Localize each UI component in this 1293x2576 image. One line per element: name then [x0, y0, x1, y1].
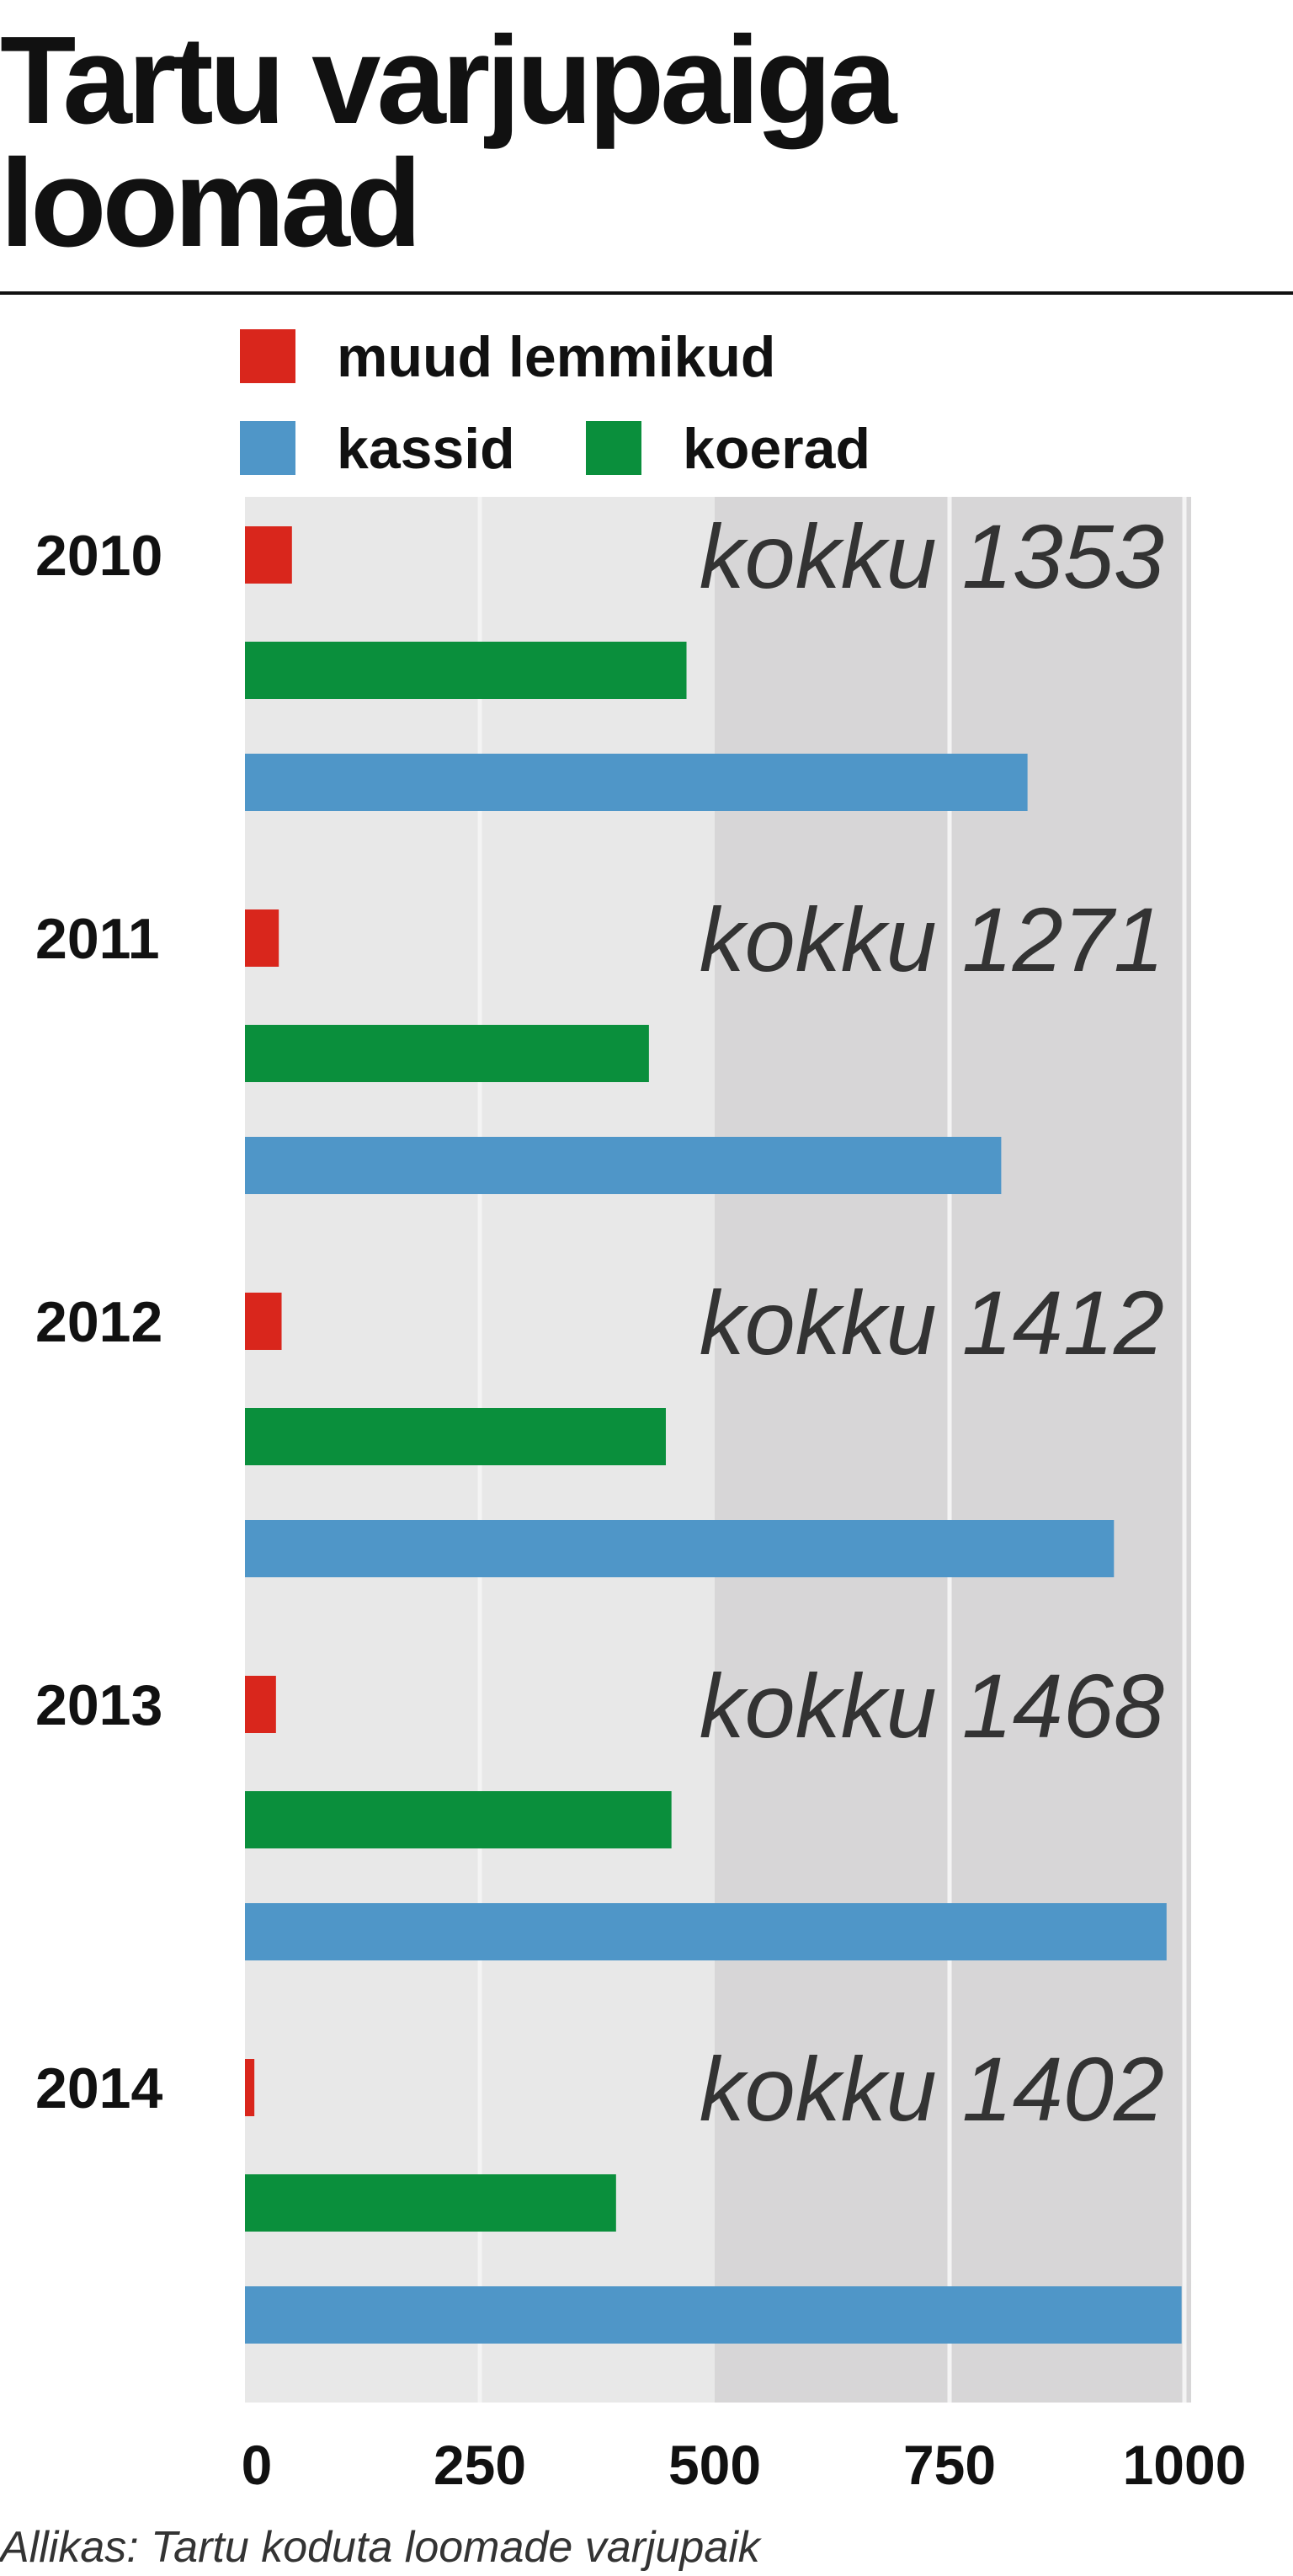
x-tick-label: 500 — [668, 2434, 761, 2496]
total-value: 1353 — [962, 505, 1164, 607]
source: Allikas: Tartu koduta loomade varjupaik — [0, 2523, 763, 2572]
bar — [245, 1408, 666, 1465]
bar — [245, 1676, 276, 1733]
total-prefix: kokku — [700, 2038, 937, 2140]
bar — [245, 1137, 1002, 1194]
bar — [245, 526, 292, 584]
chart-title: Tartu varjupaiga loomad — [0, 11, 898, 273]
legend-label: koerad — [683, 417, 870, 481]
total-value: 1468 — [962, 1655, 1164, 1757]
bar — [245, 642, 687, 699]
x-tick-label: 250 — [434, 2434, 526, 2496]
bar — [245, 909, 279, 967]
total-prefix: kokku — [700, 1272, 937, 1373]
y-tick-label: 2013 — [35, 1673, 162, 1737]
total-prefix: kokku — [700, 505, 937, 607]
title-line: Tartu varjupaiga — [0, 11, 898, 150]
total-label: kokku 1412 — [700, 1272, 1164, 1373]
title-line: loomad — [0, 134, 418, 273]
bar — [245, 1293, 282, 1350]
bar — [245, 2059, 255, 2116]
bar — [245, 1791, 672, 1848]
y-tick-label: 2011 — [35, 907, 160, 971]
bar — [245, 1520, 1115, 1577]
legend-swatch — [240, 421, 295, 475]
legend-swatch — [586, 421, 641, 475]
bar — [245, 2174, 616, 2232]
total-prefix: kokku — [700, 888, 937, 990]
y-tick-label: 2010 — [35, 524, 162, 588]
bar — [245, 1903, 1167, 1960]
total-label: kokku 1271 — [700, 888, 1164, 990]
total-label: kokku 1353 — [700, 505, 1164, 607]
total-value: 1402 — [962, 2038, 1164, 2140]
legend-swatch — [240, 329, 295, 383]
legend-label: kassid — [337, 417, 515, 481]
total-label: kokku 1402 — [700, 2038, 1164, 2140]
x-tick-label: 1000 — [1123, 2434, 1247, 2496]
total-label: kokku 1468 — [700, 1655, 1164, 1757]
x-tick-label: 0 — [242, 2434, 273, 2496]
bar — [245, 1025, 649, 1082]
bar — [245, 2286, 1182, 2344]
total-value: 1412 — [962, 1272, 1164, 1373]
total-prefix: kokku — [700, 1655, 937, 1757]
y-tick-label: 2014 — [35, 2056, 162, 2120]
y-tick-label: 2012 — [35, 1290, 162, 1354]
x-tick-label: 750 — [903, 2434, 996, 2496]
bar — [245, 754, 1028, 811]
total-value: 1271 — [962, 888, 1164, 990]
legend-label: muud lemmikud — [337, 325, 775, 389]
plot-background-shade — [715, 497, 1191, 2403]
